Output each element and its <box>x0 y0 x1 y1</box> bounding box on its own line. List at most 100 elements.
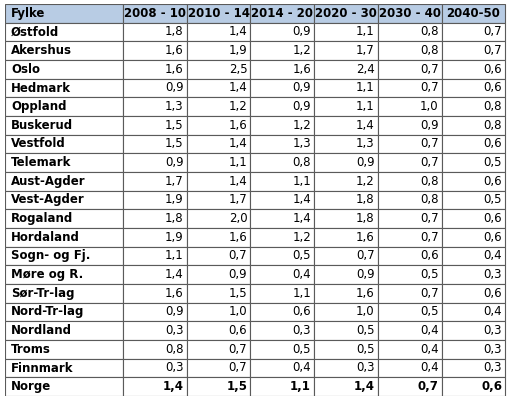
Text: 0,5: 0,5 <box>484 194 502 206</box>
Bar <box>378 191 442 209</box>
Text: 0,9: 0,9 <box>292 82 311 94</box>
Bar <box>378 172 442 191</box>
Bar <box>442 191 505 209</box>
Bar <box>442 97 505 116</box>
Text: 0,9: 0,9 <box>356 268 375 281</box>
Bar <box>123 23 187 41</box>
Text: 0,3: 0,3 <box>484 268 502 281</box>
Text: 1,6: 1,6 <box>292 63 311 76</box>
Text: 1,4: 1,4 <box>163 380 184 393</box>
Bar <box>314 377 378 396</box>
Bar <box>314 321 378 340</box>
Text: 1,4: 1,4 <box>228 138 247 150</box>
Bar <box>250 23 314 41</box>
Text: 1,2: 1,2 <box>292 231 311 244</box>
Text: 1,6: 1,6 <box>165 287 184 300</box>
Bar <box>378 247 442 265</box>
Text: 0,6: 0,6 <box>483 175 502 188</box>
Bar <box>250 321 314 340</box>
Bar <box>250 191 314 209</box>
Text: 0,7: 0,7 <box>420 63 438 76</box>
Text: 0,6: 0,6 <box>483 212 502 225</box>
Text: 1,3: 1,3 <box>165 100 184 113</box>
Text: Vestfold: Vestfold <box>11 138 66 150</box>
Text: 1,4: 1,4 <box>292 194 311 206</box>
Bar <box>378 135 442 153</box>
Bar <box>378 340 442 359</box>
Bar <box>123 228 187 247</box>
Bar <box>123 284 187 303</box>
Text: 0,9: 0,9 <box>292 26 311 38</box>
Text: 1,4: 1,4 <box>228 26 247 38</box>
Text: 1,3: 1,3 <box>292 138 311 150</box>
Text: 0,5: 0,5 <box>292 343 311 356</box>
Text: 0,6: 0,6 <box>483 63 502 76</box>
Text: 0,6: 0,6 <box>420 250 438 262</box>
Text: 0,8: 0,8 <box>292 156 311 169</box>
Bar <box>5 97 123 116</box>
Bar <box>442 228 505 247</box>
Bar <box>123 359 187 377</box>
Text: 0,5: 0,5 <box>484 156 502 169</box>
Bar <box>250 97 314 116</box>
Bar <box>250 284 314 303</box>
Text: Hordaland: Hordaland <box>11 231 80 244</box>
Bar <box>378 116 442 135</box>
Bar <box>250 303 314 321</box>
Bar <box>5 228 123 247</box>
Bar <box>250 340 314 359</box>
Bar <box>314 135 378 153</box>
Text: 2008 - 10: 2008 - 10 <box>124 7 186 20</box>
Bar <box>378 377 442 396</box>
Bar <box>378 359 442 377</box>
Bar <box>378 228 442 247</box>
Bar <box>250 377 314 396</box>
Text: 0,7: 0,7 <box>229 343 247 356</box>
Bar <box>442 265 505 284</box>
Bar <box>378 321 442 340</box>
Bar <box>187 153 250 172</box>
Text: Oppland: Oppland <box>11 100 67 113</box>
Text: 0,5: 0,5 <box>292 250 311 262</box>
Bar <box>123 60 187 79</box>
Bar <box>187 116 250 135</box>
Bar <box>442 41 505 60</box>
Text: 1,8: 1,8 <box>356 212 375 225</box>
Text: Hedmark: Hedmark <box>11 82 71 94</box>
Bar <box>442 79 505 97</box>
Bar <box>187 135 250 153</box>
Bar <box>442 172 505 191</box>
Text: 0,8: 0,8 <box>420 175 438 188</box>
Bar <box>5 172 123 191</box>
Text: 0,9: 0,9 <box>229 268 247 281</box>
Bar <box>187 340 250 359</box>
Text: 0,4: 0,4 <box>483 306 502 318</box>
Bar <box>250 135 314 153</box>
Bar <box>314 359 378 377</box>
Bar <box>250 359 314 377</box>
Text: 1,6: 1,6 <box>356 231 375 244</box>
Text: Telemark: Telemark <box>11 156 71 169</box>
Text: Nordland: Nordland <box>11 324 72 337</box>
Bar <box>250 153 314 172</box>
Bar <box>5 303 123 321</box>
Text: 0,6: 0,6 <box>229 324 247 337</box>
Text: 1,1: 1,1 <box>228 156 247 169</box>
Bar <box>378 4 442 23</box>
Text: Østfold: Østfold <box>11 26 59 38</box>
Bar <box>5 359 123 377</box>
Text: 0,7: 0,7 <box>356 250 375 262</box>
Text: 1,6: 1,6 <box>165 63 184 76</box>
Text: 0,6: 0,6 <box>483 287 502 300</box>
Text: 0,6: 0,6 <box>483 231 502 244</box>
Bar <box>314 172 378 191</box>
Text: 0,3: 0,3 <box>165 324 184 337</box>
Text: 0,6: 0,6 <box>483 82 502 94</box>
Bar <box>378 284 442 303</box>
Text: 0,3: 0,3 <box>484 362 502 374</box>
Bar <box>250 172 314 191</box>
Text: 1,1: 1,1 <box>292 287 311 300</box>
Text: 1,7: 1,7 <box>356 44 375 57</box>
Text: 0,6: 0,6 <box>292 306 311 318</box>
Text: 0,8: 0,8 <box>484 119 502 132</box>
